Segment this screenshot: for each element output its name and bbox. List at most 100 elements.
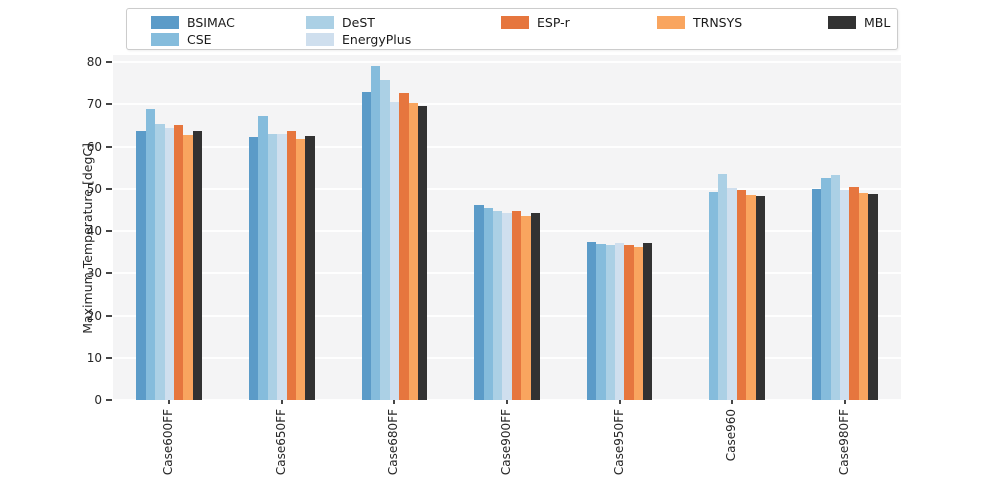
legend-swatch-trnsys [657,16,685,29]
y-tick-label: 60 [86,139,102,154]
y-tick-mark [106,187,112,190]
y-tick-label: 0 [94,393,102,407]
x-tick-mark [168,400,171,404]
legend-swatch-bsimac [151,16,179,29]
bar-mbl-case650ff [305,135,315,400]
legend-swatch-energyplus [306,33,334,46]
x-tick-label: Case680FF [386,409,401,476]
x-tick-mark [280,400,283,404]
x-tick-label: Case600FF [161,409,176,476]
bar-trnsys-case960 [746,195,756,400]
bar-mbl-case900ff [530,212,540,400]
y-tick-label: 20 [86,308,102,323]
x-tick-label: Case960 [724,409,739,462]
legend-item-cse: CSE [151,32,212,47]
y-tick-mark [106,145,112,148]
bar-group-case960 [676,55,789,400]
legend-label: ESP-r [537,15,570,30]
bar-esp-r-case900ff [511,210,522,400]
y-tick-label: 10 [86,350,102,365]
legend-label: MBL [864,15,891,30]
gridline [113,145,901,148]
legend-item-energyplus: EnergyPlus [306,32,411,47]
legend-label: DeST [342,15,375,30]
legend-label: BSIMAC [187,15,235,30]
legend: BSIMAC CSE DeST EnergyPlus ESP-r TRNSYS MBL [126,8,898,50]
bar-group-case650ff [226,55,339,400]
bar-dest-case950ff [605,245,615,400]
bar-cse-case950ff [596,244,606,400]
x-tick-mark [506,400,508,404]
y-axis-label: Maximum Temperature [degC] [80,143,95,334]
bar-bsimac-case980ff [811,189,822,400]
x-tick-label: Case950FF [611,409,626,476]
y-tick-label: 30 [86,266,102,281]
bar-energyplus-case960 [727,188,737,400]
gridline [113,103,901,106]
legend-label: EnergyPlus [342,32,412,47]
bar-mbl-case960 [755,196,766,400]
x-tick-mark [393,400,396,404]
y-tick-mark [106,230,112,233]
legend-item-mbl: MBL [828,15,890,30]
plot-area [113,55,901,401]
y-tick-label: 40 [86,224,102,239]
bar-dest-case900ff [492,210,503,400]
bar-group-case950ff [563,55,676,400]
bar-cse-case680ff [370,66,381,400]
x-tick-mark [731,400,734,404]
bar-energyplus-case680ff [389,102,400,400]
bar-bsimac-case950ff [586,241,597,400]
bar-cse-case650ff [258,116,268,400]
bar-cse-case600ff [145,109,156,400]
bar-esp-r-case600ff [173,124,184,400]
legend-label: CSE [187,32,212,47]
y-tick-mark [106,399,112,401]
bar-groups-layer [113,55,901,400]
legend-item-trnsys: TRNSYS [657,15,742,30]
gridline [113,61,901,64]
bar-esp-r-case960 [736,189,747,400]
bar-group-case680ff [338,55,451,400]
legend-swatch-cse [151,33,179,46]
x-tick-mark [843,400,846,404]
bar-cse-case980ff [821,178,831,400]
x-tick-label: Case980FF [836,409,851,476]
x-tick-label: Case900FF [499,409,513,476]
legend-item-esp-r: ESP-r [501,15,570,30]
bar-trnsys-case900ff [521,215,531,400]
bar-group-case980ff [788,55,901,400]
bar-energyplus-case600ff [164,128,174,400]
bar-cse-case960 [708,192,719,400]
y-tick-mark [106,356,112,359]
y-tick-label: 70 [86,97,102,112]
bar-mbl-case980ff [868,193,878,400]
bar-trnsys-case650ff [295,139,306,400]
x-tick-mark [618,400,621,404]
bar-dest-case600ff [155,124,165,400]
bar-dest-case980ff [830,174,841,400]
y-tick-mark [106,61,112,64]
bar-group-case900ff [451,55,564,400]
bar-trnsys-case600ff [183,134,193,400]
y-tick-label: 80 [86,55,102,70]
bar-bsimac-case900ff [474,204,484,400]
bar-dest-case650ff [267,134,278,400]
bar-dest-case960 [718,174,728,400]
bar-esp-r-case950ff [624,245,634,400]
bar-mbl-case600ff [192,131,203,400]
y-tick-mark [106,103,112,106]
bar-cse-case900ff [483,207,493,400]
bar-trnsys-case980ff [858,193,869,400]
bar-group-case600ff [113,55,226,400]
bar-bsimac-case600ff [136,131,146,400]
x-tick-label: Case650FF [273,409,288,476]
bar-esp-r-case650ff [286,131,296,400]
bar-esp-r-case680ff [399,93,409,400]
bar-mbl-case950ff [643,242,653,400]
bar-trnsys-case950ff [633,247,644,400]
y-tick-label: 50 [86,181,102,196]
gridline [113,187,901,190]
bar-bsimac-case650ff [249,137,259,400]
